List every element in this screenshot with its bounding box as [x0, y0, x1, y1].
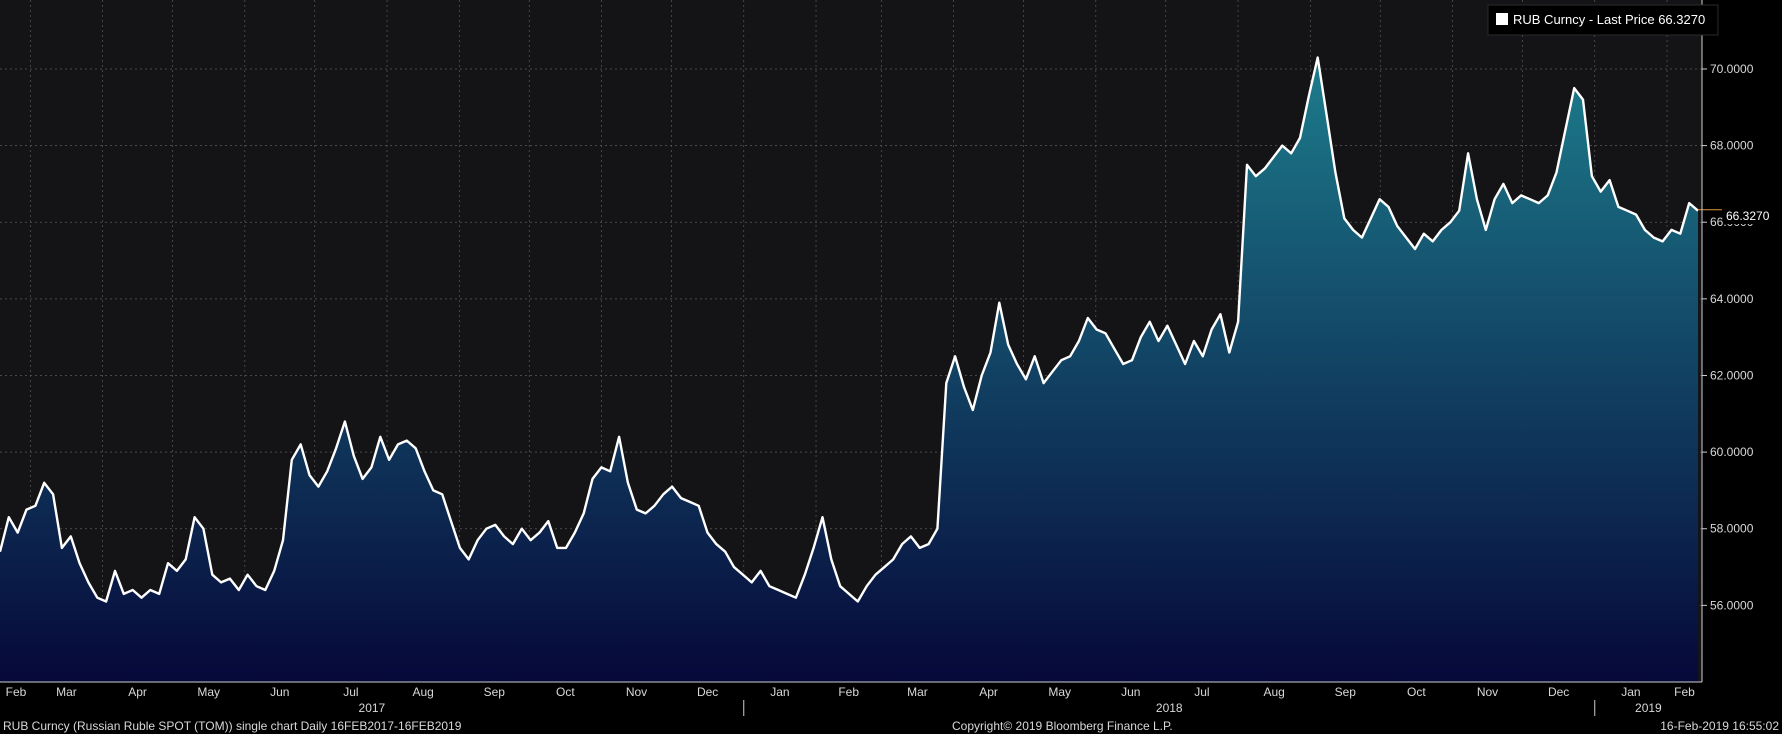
y-tick-label: 58.0000: [1710, 522, 1754, 536]
legend: RUB Curncy - Last Price 66.3270: [1487, 4, 1719, 36]
y-tick-label: 64.0000: [1710, 292, 1754, 306]
x-tick-label: May: [1048, 685, 1071, 699]
x-tick-label: Apr: [979, 685, 998, 699]
x-tick-label: Jun: [1121, 685, 1140, 699]
legend-swatch: [1496, 13, 1508, 25]
series-line: [0, 56, 1699, 603]
x-tick-label: Jan: [770, 685, 789, 699]
x-tick-label: Jun: [270, 685, 289, 699]
x-tick-label: Aug: [1263, 685, 1284, 699]
y-axis: 56.000058.000060.000062.000064.000066.00…: [1701, 0, 1754, 682]
footer-center: Copyright© 2019 Bloomberg Finance L.P.: [952, 719, 1173, 733]
x-tick-label: Feb: [6, 685, 27, 699]
footer: RUB Curncy (Russian Ruble SPOT (TOM)) si…: [3, 719, 1779, 733]
x-tick-label: Apr: [128, 685, 147, 699]
x-tick-label: Nov: [626, 685, 647, 699]
series-area: [0, 57, 1698, 682]
footer-right: 16-Feb-2019 16:55:02: [1660, 719, 1779, 733]
x-tick-label: Oct: [556, 685, 575, 699]
year-label: 2019: [1635, 701, 1662, 715]
x-tick-label: Jan: [1621, 685, 1640, 699]
x-tick-label: Mar: [907, 685, 928, 699]
last-price-label: 66.3270: [1724, 206, 1780, 224]
y-tick-label: 60.0000: [1710, 445, 1754, 459]
x-tick-label: Sep: [484, 685, 506, 699]
x-tick-label: Aug: [412, 685, 433, 699]
y-tick-label: 68.0000: [1710, 139, 1754, 153]
x-tick-label: Feb: [838, 685, 859, 699]
legend-label: RUB Curncy - Last Price 66.3270: [1513, 12, 1705, 27]
x-tick-label: Mar: [56, 685, 77, 699]
x-tick-label: Jul: [1194, 685, 1209, 699]
x-tick-label: Feb: [1674, 685, 1695, 699]
footer-left: RUB Curncy (Russian Ruble SPOT (TOM)) si…: [3, 719, 462, 733]
y-tick-label: 70.0000: [1710, 62, 1754, 76]
x-tick-label: Dec: [697, 685, 718, 699]
x-tick-label: May: [197, 685, 220, 699]
x-tick-label: Dec: [1548, 685, 1569, 699]
x-axis: Feb Mar Apr May Jun Jul Aug Sep Oct Nov Dec Jan Feb M…: [0, 681, 1702, 716]
y-tick-label: 62.0000: [1710, 368, 1754, 382]
x-tick-label: Jul: [343, 685, 358, 699]
x-tick-label: Sep: [1335, 685, 1357, 699]
x-tick-label: Oct: [1407, 685, 1426, 699]
y-tick-label: 56.0000: [1710, 598, 1754, 612]
x-tick-label: Nov: [1477, 685, 1498, 699]
year-label: 2018: [1156, 701, 1183, 715]
year-label: 2017: [359, 701, 386, 715]
last-price-value: 66.3270: [1726, 209, 1770, 223]
